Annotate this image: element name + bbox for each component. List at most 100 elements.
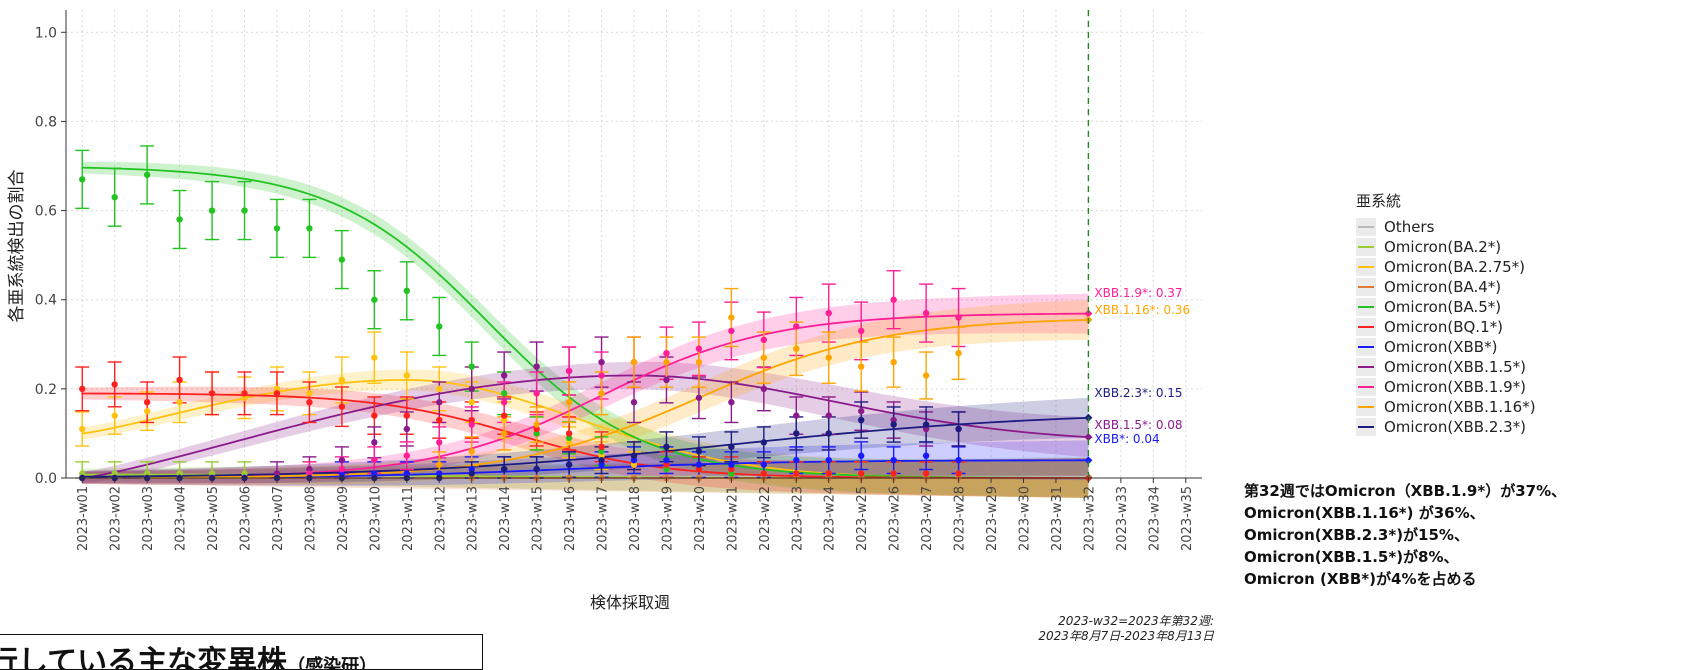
x-tick-label: 2023-w14 — [498, 486, 513, 551]
legend-title: 亜系統 — [1356, 192, 1402, 210]
legend-swatch — [1358, 246, 1374, 248]
data-point — [371, 470, 378, 477]
data-point — [436, 461, 443, 468]
data-point — [176, 216, 183, 223]
data-point — [403, 412, 410, 419]
data-point — [630, 461, 638, 468]
data-point — [273, 470, 281, 477]
data-point — [436, 416, 443, 424]
data-point — [111, 381, 118, 388]
data-point — [565, 430, 573, 437]
legend-item: Omicron(BA.5*) — [1356, 297, 1686, 317]
data-point — [598, 358, 605, 366]
data-point — [79, 176, 86, 183]
data-point — [500, 372, 508, 379]
data-point — [793, 323, 800, 330]
data-point — [955, 470, 962, 477]
x-tick-label: 2023-w05 — [206, 486, 221, 551]
y-tick-label: 0.8 — [35, 114, 57, 130]
data-point — [111, 412, 118, 419]
data-point — [306, 470, 313, 477]
summary-line: Omicron(XBB.1.5*)が8%、 — [1244, 548, 1459, 566]
endpoint-marker — [1084, 456, 1093, 465]
data-point — [176, 399, 183, 406]
data-point — [890, 421, 897, 428]
legend-key — [1356, 298, 1376, 316]
data-point — [500, 416, 508, 424]
endpoint-marker — [1084, 309, 1093, 318]
data-point — [695, 448, 703, 455]
legend-swatch — [1358, 286, 1374, 288]
x-tick-label: 2023-w22 — [758, 486, 773, 551]
data-point — [598, 372, 605, 379]
data-point — [241, 390, 248, 397]
data-point — [663, 376, 670, 384]
data-point — [403, 470, 410, 477]
x-tick-label: 2023-w16 — [563, 486, 578, 551]
x-tick-label: 2023-w07 — [271, 486, 286, 551]
data-point — [793, 430, 800, 437]
legend-item: Omicron(BA.4*) — [1356, 277, 1686, 297]
data-point — [306, 465, 313, 473]
data-point — [760, 470, 768, 477]
data-point — [403, 452, 410, 459]
data-point — [858, 363, 865, 370]
week-definition-note: 2023-w32=2023年第32週: 2023年8月7日-2023年8月13日 — [960, 614, 1214, 644]
data-point — [825, 456, 832, 464]
legend-label: Omicron(BA.4*) — [1384, 278, 1502, 296]
data-point — [143, 470, 151, 477]
confidence-band — [82, 397, 1089, 484]
data-point — [468, 465, 475, 473]
x-tick-label: 2023-w11 — [401, 486, 416, 551]
data-point — [436, 385, 443, 393]
data-point — [890, 416, 897, 424]
data-point — [111, 194, 118, 201]
banner-source: （感染研） — [287, 656, 378, 670]
data-point — [728, 461, 735, 468]
data-point — [565, 439, 573, 446]
data-point — [436, 470, 443, 477]
end-value-label: XBB.1.5*: 0.08 — [1094, 418, 1182, 432]
legend-item: Omicron(BA.2.75*) — [1356, 257, 1686, 277]
data-point — [695, 358, 703, 366]
data-point — [793, 412, 800, 419]
y-tick-label: 0.2 — [35, 382, 57, 398]
data-point — [468, 399, 475, 406]
data-point — [500, 412, 508, 419]
x-tick-label: 2023-w26 — [888, 486, 903, 551]
y-tick-label: 0.4 — [35, 293, 57, 309]
data-point — [403, 372, 410, 379]
data-point — [663, 350, 670, 357]
data-point — [955, 425, 962, 433]
legend-key — [1356, 278, 1376, 296]
data-point — [922, 425, 930, 433]
data-point — [500, 465, 508, 473]
data-point — [436, 399, 443, 406]
y-tick-label: 0.6 — [35, 204, 57, 220]
legend-label: Omicron(XBB.1.16*) — [1384, 398, 1536, 416]
data-point — [760, 439, 768, 446]
x-tick-label: 2023-w08 — [303, 486, 318, 551]
data-point — [176, 376, 183, 384]
x-tick-label: 2023-w03 — [141, 486, 156, 551]
x-tick-label: 2023-w13 — [466, 486, 481, 551]
legend-swatch — [1358, 266, 1374, 268]
fitted-line — [82, 374, 1089, 479]
data-point — [565, 434, 573, 442]
data-point — [760, 385, 768, 393]
legend-swatch — [1358, 306, 1374, 308]
data-point — [306, 390, 313, 397]
data-point — [630, 399, 638, 406]
x-tick-label: 2023-w32 — [1082, 486, 1097, 551]
legend-item: Omicron(XBB.1.9*) — [1356, 377, 1686, 397]
x-tick-label: 2023-w01 — [76, 486, 91, 551]
data-point — [890, 296, 897, 303]
x-tick-label: 2023-w10 — [368, 486, 383, 551]
legend-label: Omicron(BA.2*) — [1384, 238, 1502, 256]
data-point — [533, 363, 540, 370]
data-point — [598, 448, 605, 455]
data-point — [143, 407, 151, 415]
x-tick-label: 2023-w25 — [855, 486, 870, 551]
end-value-label: XBB.1.16*: 0.36 — [1094, 303, 1190, 317]
data-point — [663, 358, 670, 366]
